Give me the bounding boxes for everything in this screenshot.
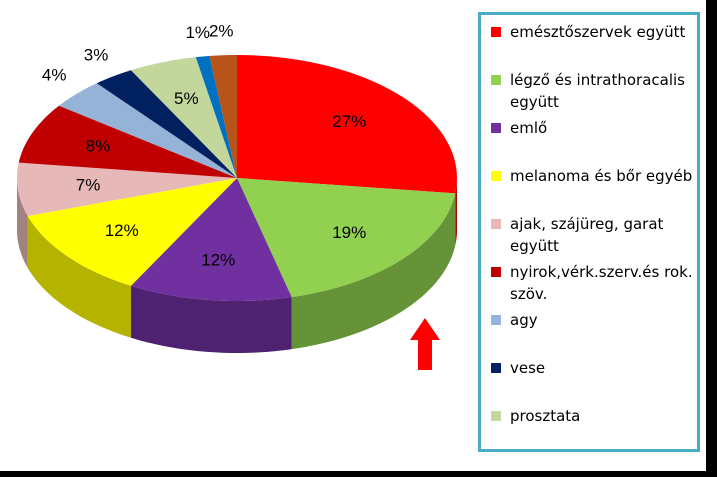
data-label: 8%: [86, 137, 111, 156]
data-label: 4%: [42, 65, 67, 84]
data-label: 1%: [185, 23, 210, 42]
slice-side: [291, 193, 456, 350]
legend-item: emlő: [491, 117, 696, 139]
slice: [131, 57, 237, 179]
slice: [195, 55, 237, 178]
slice: [131, 178, 292, 301]
legend-label: nyirok,vérk.szerv.és rok. szöv.: [510, 263, 693, 303]
slice: [59, 83, 237, 178]
legend-label: agy: [510, 311, 538, 329]
legend-swatch: [491, 267, 501, 277]
data-label: 7%: [76, 175, 101, 194]
legend-swatch: [491, 363, 501, 373]
pie-chart: 27% 19% 12% 12% 7% 8% 4% 3% 5% 1%2%: [17, 22, 457, 370]
slice-side: [455, 178, 457, 246]
data-label: 2%: [209, 22, 234, 41]
legend-swatch: [491, 123, 501, 133]
legend-swatch: [491, 27, 501, 37]
slice: [27, 178, 238, 286]
legend-swatch: [491, 315, 501, 325]
legend-item: prosztata: [491, 405, 696, 427]
legend-item: nyirok,vérk.szerv.és rok. szöv.: [491, 261, 696, 305]
slice: [18, 105, 237, 178]
legend-label: prosztata: [510, 407, 581, 425]
legend-label: légző és intrathoracalis együtt: [510, 71, 685, 111]
legend-item: vese: [491, 357, 696, 379]
legend-item: ajak, szájüreg, garat együtt: [491, 213, 696, 257]
data-label: 12%: [201, 250, 235, 269]
legend-label: emlő: [510, 119, 548, 137]
data-label: 3%: [84, 46, 109, 65]
legend-item: agy: [491, 309, 696, 331]
data-label: 19%: [332, 223, 366, 242]
slice: [209, 55, 237, 178]
slice: [96, 70, 237, 178]
slice: [17, 162, 238, 217]
data-label: 12%: [105, 221, 139, 240]
legend-label: vese: [510, 359, 546, 377]
legend-swatch: [491, 75, 501, 85]
data-label: 5%: [174, 89, 199, 108]
legend-swatch: [491, 219, 501, 229]
slice-side: [131, 285, 292, 353]
legend: emésztőszervek együtt légző és intrathora…: [478, 12, 700, 452]
arrow: [410, 318, 440, 370]
slice-side: [27, 216, 132, 338]
slice: [237, 55, 457, 194]
legend-item: légző és intrathoracalis együtt: [491, 69, 696, 113]
legend-label: ajak, szájüreg, garat együtt: [510, 215, 664, 255]
legend-label: emésztőszervek együtt: [510, 23, 686, 41]
legend-item: melanoma és bőr egyéb: [491, 165, 696, 187]
slice-side: [17, 178, 28, 269]
slice: [237, 178, 456, 298]
legend-label: melanoma és bőr egyéb: [510, 167, 693, 185]
legend-swatch: [491, 411, 501, 421]
legend-item: emésztőszervek együtt: [491, 21, 696, 43]
data-label: 27%: [332, 112, 366, 131]
legend-swatch: [491, 171, 501, 181]
